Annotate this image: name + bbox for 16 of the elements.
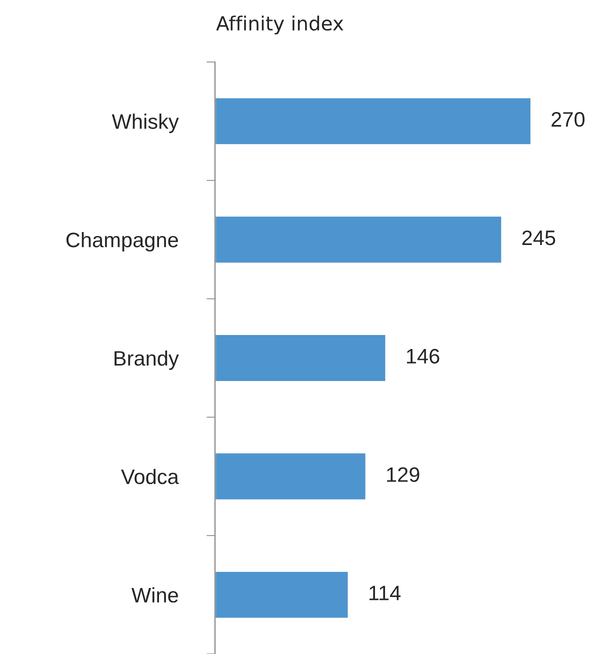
bar: [215, 96, 532, 146]
y-tick-label: Vodca: [121, 468, 179, 484]
chart-title: Affinity index: [216, 16, 344, 34]
y-tick-label: Champagne: [66, 232, 178, 252]
y-tick-label: Brandy: [114, 350, 179, 370]
data-label: 114: [370, 586, 401, 600]
data-label: 146: [406, 348, 440, 364]
bar: [215, 215, 503, 264]
data-label: 270: [552, 112, 585, 127]
data-label: 129: [387, 467, 420, 482]
y-tick-label: Wine: [132, 587, 178, 603]
bar: [215, 570, 350, 620]
y-tick-label: Whisky: [112, 114, 179, 134]
data-label: 245: [522, 230, 556, 246]
bar: [215, 452, 367, 501]
bar: [215, 334, 387, 382]
